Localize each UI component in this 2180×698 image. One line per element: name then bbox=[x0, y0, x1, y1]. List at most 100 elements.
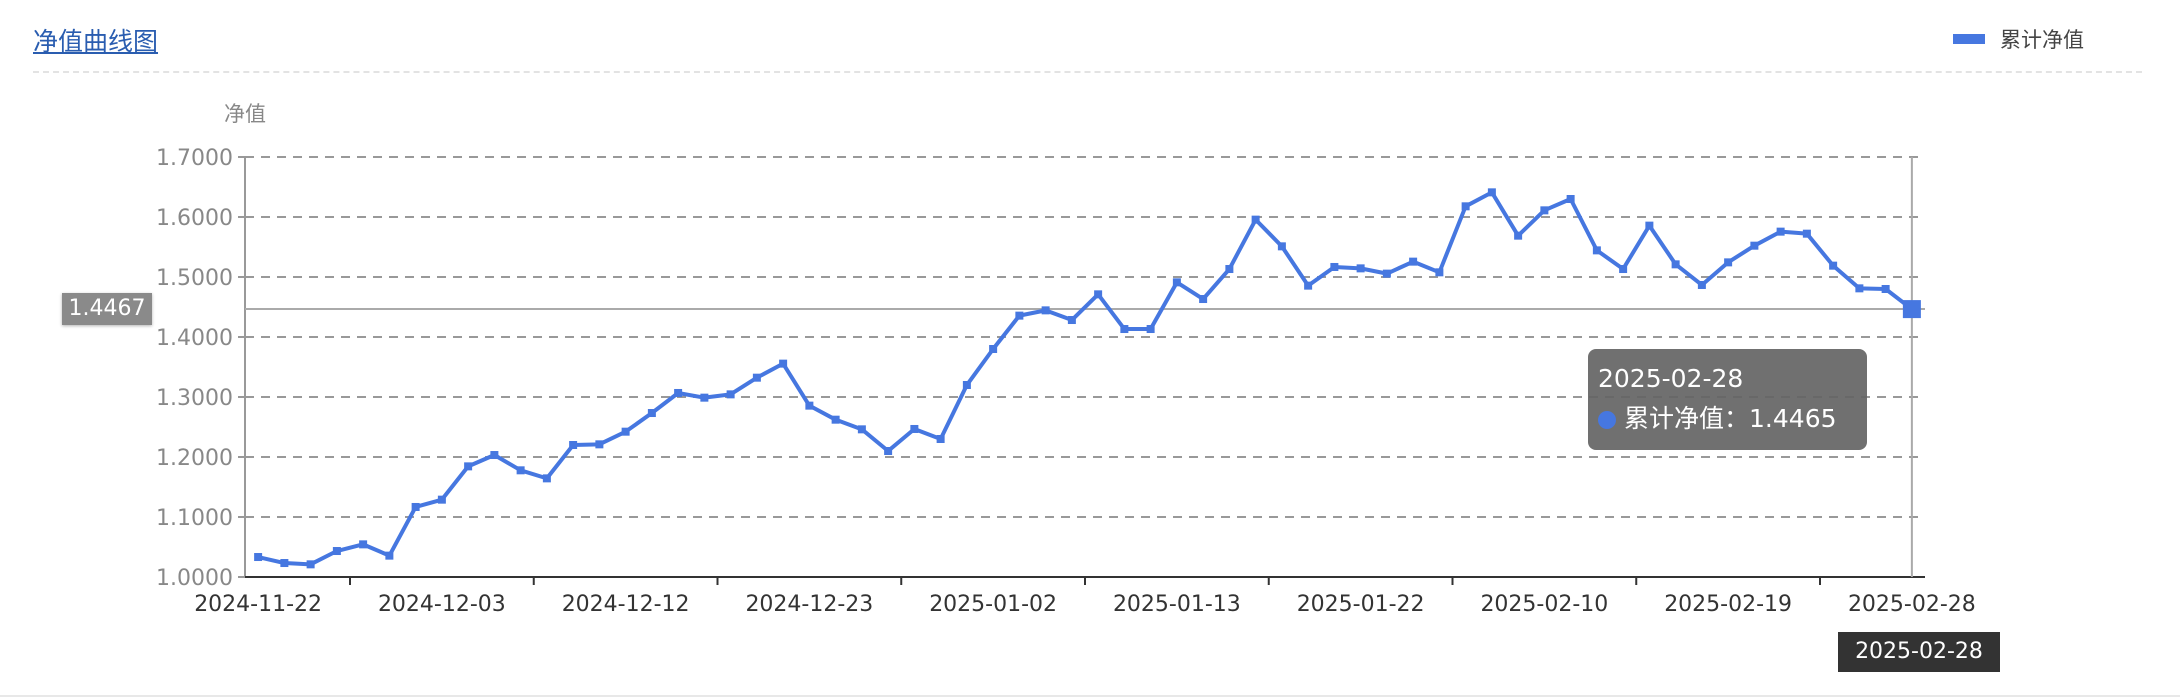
data-point bbox=[1120, 325, 1129, 334]
legend-swatch-icon bbox=[1953, 34, 1985, 44]
data-point bbox=[1802, 229, 1811, 238]
data-point bbox=[1514, 231, 1523, 240]
data-point bbox=[1172, 278, 1181, 287]
data-point bbox=[1671, 260, 1680, 269]
data-point bbox=[1750, 241, 1759, 250]
data-point bbox=[884, 447, 893, 455]
data-point bbox=[1146, 325, 1155, 334]
tooltip: 2025-02-28 累计净值：1.4465 bbox=[1588, 349, 1867, 450]
highlighted-data-point bbox=[1902, 300, 1921, 319]
data-point bbox=[385, 551, 394, 560]
x-tick-label: 2024-12-23 bbox=[745, 592, 873, 617]
x-tick-label: 2025-02-28 bbox=[1848, 592, 1976, 617]
data-point bbox=[1251, 215, 1260, 224]
x-tick-label: 2025-01-13 bbox=[1113, 592, 1241, 617]
data-point bbox=[621, 427, 630, 436]
data-point bbox=[962, 381, 971, 389]
data-point bbox=[1829, 261, 1838, 270]
legend-label: 累计净值 bbox=[2000, 28, 2084, 52]
data-point bbox=[936, 435, 945, 443]
data-point bbox=[569, 441, 578, 449]
tooltip-row: 累计净值：1.4465 bbox=[1598, 399, 1857, 439]
y-tick-label: 1.2000 bbox=[156, 446, 233, 471]
data-point bbox=[805, 401, 814, 410]
data-point bbox=[1382, 269, 1391, 278]
tooltip-sep: ： bbox=[1724, 404, 1750, 433]
x-tick-label: 2025-02-10 bbox=[1480, 592, 1608, 617]
y-tick-label: 1.5000 bbox=[156, 266, 233, 291]
data-point bbox=[1592, 246, 1601, 255]
y-tick-label: 1.3000 bbox=[156, 386, 233, 411]
data-point bbox=[1697, 280, 1706, 289]
data-point bbox=[1330, 262, 1339, 271]
y-tick-label: 1.6000 bbox=[156, 206, 233, 231]
header-divider bbox=[33, 71, 2142, 73]
data-point bbox=[831, 415, 840, 424]
y-tick-label: 1.7000 bbox=[156, 146, 233, 171]
data-point bbox=[1881, 285, 1890, 293]
data-point bbox=[437, 495, 446, 504]
x-tick-label: 2024-12-12 bbox=[562, 592, 690, 617]
data-point bbox=[1566, 195, 1575, 203]
data-point bbox=[1277, 242, 1286, 251]
data-point bbox=[989, 345, 998, 353]
data-point bbox=[1225, 265, 1234, 274]
y-tick-label: 1.1000 bbox=[156, 506, 233, 531]
data-point bbox=[1855, 284, 1864, 293]
legend-item[interactable]: 累计净值 bbox=[1953, 24, 2084, 54]
data-point bbox=[1619, 265, 1628, 274]
data-point bbox=[332, 547, 341, 556]
data-point bbox=[1015, 311, 1024, 320]
data-point bbox=[700, 393, 709, 402]
crosshair-x-label: 2025-02-28 bbox=[1838, 632, 2000, 672]
data-point bbox=[857, 425, 866, 434]
data-point bbox=[411, 502, 420, 511]
tooltip-date: 2025-02-28 bbox=[1598, 364, 1744, 393]
data-point bbox=[280, 559, 289, 568]
data-point bbox=[359, 540, 368, 549]
x-tick-label: 2025-02-19 bbox=[1664, 592, 1792, 617]
data-point bbox=[254, 553, 263, 562]
data-point bbox=[516, 466, 525, 475]
series-line bbox=[257, 190, 1914, 567]
data-point bbox=[490, 451, 499, 460]
data-point bbox=[1409, 257, 1418, 266]
data-point bbox=[1067, 316, 1076, 325]
series-dot-icon bbox=[1598, 411, 1616, 429]
data-point bbox=[595, 440, 604, 449]
data-point bbox=[464, 462, 473, 471]
data-point bbox=[1094, 290, 1103, 299]
bottom-border bbox=[0, 695, 2180, 697]
data-point bbox=[1356, 264, 1365, 273]
data-point bbox=[647, 409, 656, 418]
x-tick-label: 2024-11-22 bbox=[194, 592, 322, 617]
data-point bbox=[726, 390, 735, 399]
tooltip-series: 累计净值 bbox=[1624, 404, 1725, 433]
data-point bbox=[1461, 202, 1470, 211]
chart-title-link[interactable]: 净值曲线图 bbox=[33, 27, 159, 56]
data-point bbox=[674, 388, 683, 397]
data-point bbox=[306, 560, 315, 569]
data-point bbox=[1724, 258, 1733, 267]
x-tick-label: 2024-12-03 bbox=[378, 592, 506, 617]
data-point bbox=[779, 359, 788, 368]
data-point bbox=[1540, 206, 1549, 215]
data-point bbox=[1199, 295, 1208, 304]
data-point bbox=[542, 474, 551, 483]
x-tick-label: 2025-01-02 bbox=[929, 592, 1057, 617]
y-axis-name: 净值 bbox=[224, 102, 266, 126]
data-point bbox=[910, 424, 919, 433]
x-tick-label: 2025-01-22 bbox=[1297, 592, 1425, 617]
data-point bbox=[752, 373, 761, 382]
data-point bbox=[1041, 306, 1050, 315]
data-point bbox=[1435, 268, 1444, 277]
data-point bbox=[1487, 188, 1496, 197]
crosshair-y-label: 1.4467 bbox=[62, 293, 152, 325]
y-tick-label: 1.4000 bbox=[156, 326, 233, 351]
data-point bbox=[1645, 221, 1654, 230]
y-tick-label: 1.0000 bbox=[156, 566, 233, 591]
tooltip-value: 1.4465 bbox=[1749, 404, 1837, 433]
data-point bbox=[1776, 227, 1785, 236]
data-point bbox=[1304, 281, 1313, 290]
